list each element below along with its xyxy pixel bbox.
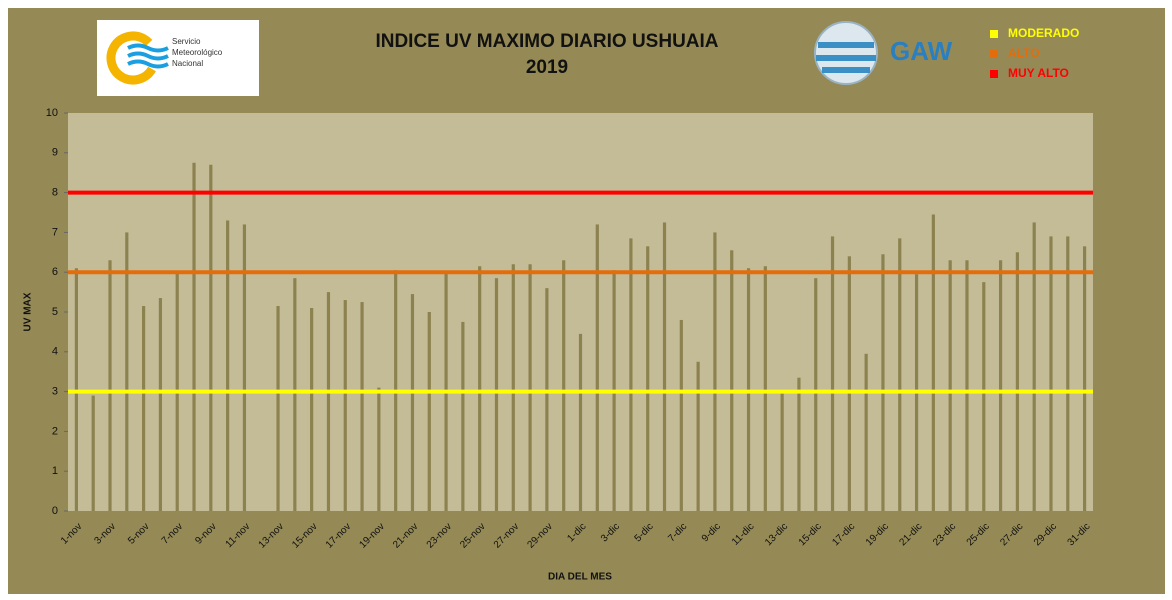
bar — [528, 264, 532, 511]
bar — [1066, 236, 1070, 511]
bar — [545, 288, 549, 511]
bar — [931, 214, 935, 512]
bar — [209, 164, 213, 512]
bar — [763, 266, 767, 511]
bar — [595, 224, 599, 511]
bar — [293, 278, 297, 511]
bar — [511, 264, 515, 511]
bar — [814, 278, 818, 511]
y-tick-label: 7 — [52, 226, 58, 238]
y-tick-label: 4 — [52, 346, 58, 358]
bar — [242, 224, 247, 511]
bar — [898, 238, 902, 511]
legend-swatch — [990, 70, 998, 78]
globe-bands — [816, 42, 876, 73]
y-tick-label: 3 — [52, 386, 58, 398]
bar — [461, 321, 465, 511]
bar — [578, 333, 583, 511]
bar — [948, 260, 952, 511]
logo-text: Servicio — [172, 37, 201, 46]
bar — [125, 232, 129, 511]
bar — [226, 220, 230, 511]
bar — [108, 260, 112, 511]
y-axis-label: UV MAX — [23, 292, 34, 331]
y-tick-label: 10 — [46, 107, 58, 119]
bar — [830, 236, 835, 511]
bar — [276, 306, 280, 511]
bar — [998, 260, 1003, 511]
bar — [1082, 246, 1087, 511]
y-tick-label: 5 — [52, 306, 58, 318]
bar — [696, 361, 700, 511]
y-tick-label: 6 — [52, 266, 58, 278]
bar — [797, 377, 801, 511]
legend-label: ALTO — [1008, 46, 1040, 60]
bar — [310, 308, 314, 511]
logo-box — [97, 20, 259, 96]
smn-logo: Servicio Meteorológico Nacional — [97, 20, 259, 96]
bar — [377, 387, 381, 511]
bar — [343, 300, 347, 511]
bar — [158, 298, 163, 511]
y-tick-label: 8 — [52, 187, 58, 199]
chart-subtitle: 2019 — [526, 57, 568, 78]
bar — [1049, 236, 1053, 511]
gaw-logo: GAW — [814, 21, 953, 85]
bar — [1015, 252, 1019, 512]
bar — [91, 395, 95, 511]
chart-title: INDICE UV MAXIMO DIARIO USHUAIA — [375, 31, 718, 52]
bar — [864, 353, 868, 511]
bar — [662, 222, 667, 511]
logo-ring — [106, 31, 160, 85]
legend-swatch — [990, 30, 998, 38]
bar — [326, 292, 331, 511]
logo-text: Meteorológico — [172, 48, 223, 57]
bar — [629, 238, 633, 511]
legend-label: MUY ALTO — [1008, 66, 1069, 80]
y-tick-label: 9 — [52, 147, 58, 159]
gaw-text: GAW — [890, 36, 953, 66]
bar — [142, 306, 146, 511]
logo-text: Nacional — [172, 59, 203, 68]
bar — [360, 302, 364, 511]
legend-label: MODERADO — [1008, 26, 1079, 40]
bar — [494, 278, 499, 511]
bar — [713, 232, 717, 511]
bar — [965, 260, 969, 511]
bar — [780, 393, 784, 511]
bar — [646, 246, 650, 511]
bar — [1032, 222, 1036, 511]
bar — [679, 319, 683, 511]
y-tick-label: 0 — [52, 505, 58, 517]
bar — [847, 256, 851, 511]
y-tick-label: 1 — [52, 465, 58, 477]
logo-waves — [127, 43, 169, 69]
bar — [427, 312, 431, 511]
x-axis-label: DIA DEL MES — [548, 572, 612, 583]
bar — [562, 260, 566, 511]
bar — [730, 250, 734, 511]
y-tick-label: 2 — [52, 425, 58, 437]
bar — [410, 294, 415, 511]
legend-swatch — [990, 50, 998, 58]
bar — [192, 162, 196, 511]
bar — [478, 266, 482, 511]
bar — [881, 254, 885, 512]
globe — [814, 21, 878, 85]
bar — [982, 282, 986, 511]
